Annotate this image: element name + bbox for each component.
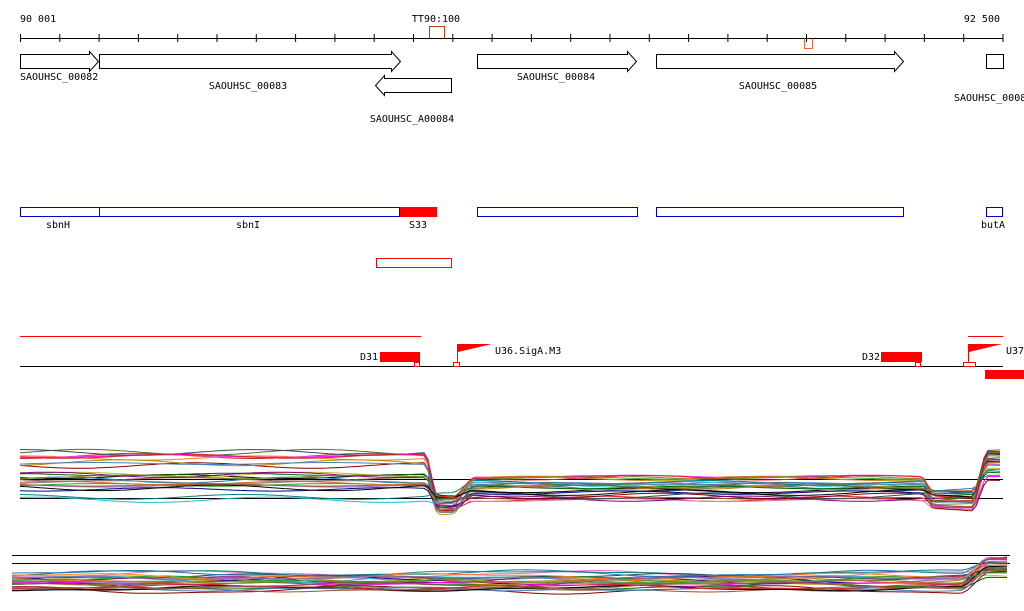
expression-profile-line <box>19 450 1001 509</box>
terminator-feature[interactable]: D32 <box>862 352 922 367</box>
annotation-block[interactable]: butA <box>981 207 1005 232</box>
annotation-block[interactable]: S33 <box>400 207 437 231</box>
annotation-block[interactable] <box>656 207 904 217</box>
expression-profile-line <box>12 570 1008 595</box>
ruler-ticks <box>20 34 1004 42</box>
expression-profile-line <box>19 460 1001 507</box>
ruler-start-label: 90 001 <box>20 14 56 25</box>
annotation-label: sbnI <box>236 220 260 231</box>
gene-label: SAOUHSC_0008 <box>954 93 1024 104</box>
terminator-label: D31 <box>360 352 378 363</box>
gene-track: SAOUHSC_00082 SAOUHSC_00083 SAOUHSC_A000… <box>20 50 1024 126</box>
expression-profile-line <box>20 451 1001 502</box>
expression-profile-line <box>19 453 1000 513</box>
feature-track: D31 D32 U36.SigA.M3 U37 <box>20 336 1024 379</box>
expression-profile-line <box>19 470 1001 500</box>
gene-arrow[interactable]: SAOUHSC_00084 <box>477 50 638 84</box>
annotation-red-outline-block[interactable] <box>376 258 452 268</box>
gene-label: SAOUHSC_A00084 <box>370 114 454 125</box>
annotation-block[interactable]: sbnI <box>99 207 400 232</box>
gene-arrow[interactable]: SAOUHSC_0008 <box>954 54 1024 105</box>
expression-profile-line <box>20 449 1001 504</box>
gene-arrow[interactable]: SAOUHSC_00085 <box>656 50 905 93</box>
expression-profile-line <box>12 566 1008 590</box>
expression-profile-line <box>20 471 1001 500</box>
gene-label: SAOUHSC_00085 <box>739 81 817 92</box>
ruler-end-label: 92 500 <box>964 14 1000 25</box>
terminator-feature[interactable]: D31 <box>360 352 420 367</box>
ruler-marker-label: TT90:100 <box>412 14 460 25</box>
annotation-label: S33 <box>409 220 427 231</box>
gene-arrow[interactable]: SAOUHSC_00082 <box>20 50 100 84</box>
expression-profile-line <box>11 569 1008 593</box>
annotation-block[interactable]: sbnH <box>20 207 100 232</box>
expression-profile-line <box>19 464 1001 498</box>
ruler-secondary-marker[interactable] <box>804 38 813 49</box>
coordinate-ruler: 90 001 92 500 TT90:100 <box>20 14 1004 49</box>
gene-arrow[interactable]: SAOUHSC_A00084 <box>370 74 454 126</box>
annotation-track: sbnH sbnI S33 butA <box>20 207 1005 268</box>
annotation-block[interactable] <box>477 207 638 217</box>
gene-label: SAOUHSC_00082 <box>20 72 98 83</box>
gene-label: SAOUHSC_00083 <box>209 81 287 92</box>
expression-track <box>11 555 1010 595</box>
promoter-label: U37 <box>1006 346 1024 357</box>
expression-profile-line <box>11 561 1008 577</box>
expression-profile-line <box>12 566 1007 592</box>
expression-profile-line <box>11 560 1008 588</box>
terminator-label: D32 <box>862 352 880 363</box>
promoter-label: U36.SigA.M3 <box>495 346 561 357</box>
promoter-feature[interactable]: U36.SigA.M3 <box>453 344 562 367</box>
expression-profile-line <box>19 452 1001 499</box>
gene-label: SAOUHSC_00084 <box>517 72 595 83</box>
annotation-label: sbnH <box>46 220 70 231</box>
expression-profile-line <box>19 452 1001 498</box>
promoter-feature[interactable]: U37 <box>963 344 1024 367</box>
expression-profile-line <box>12 564 1008 581</box>
feature-block[interactable] <box>985 370 1024 379</box>
annotation-label: butA <box>981 220 1005 231</box>
expression-track <box>19 448 1003 516</box>
ruler-position-marker[interactable] <box>429 26 445 39</box>
expression-profile-line <box>19 462 1000 505</box>
gene-arrow[interactable]: SAOUHSC_00083 <box>99 50 402 93</box>
expression-profile-line <box>11 558 1008 577</box>
expression-profile-line <box>12 556 1008 581</box>
